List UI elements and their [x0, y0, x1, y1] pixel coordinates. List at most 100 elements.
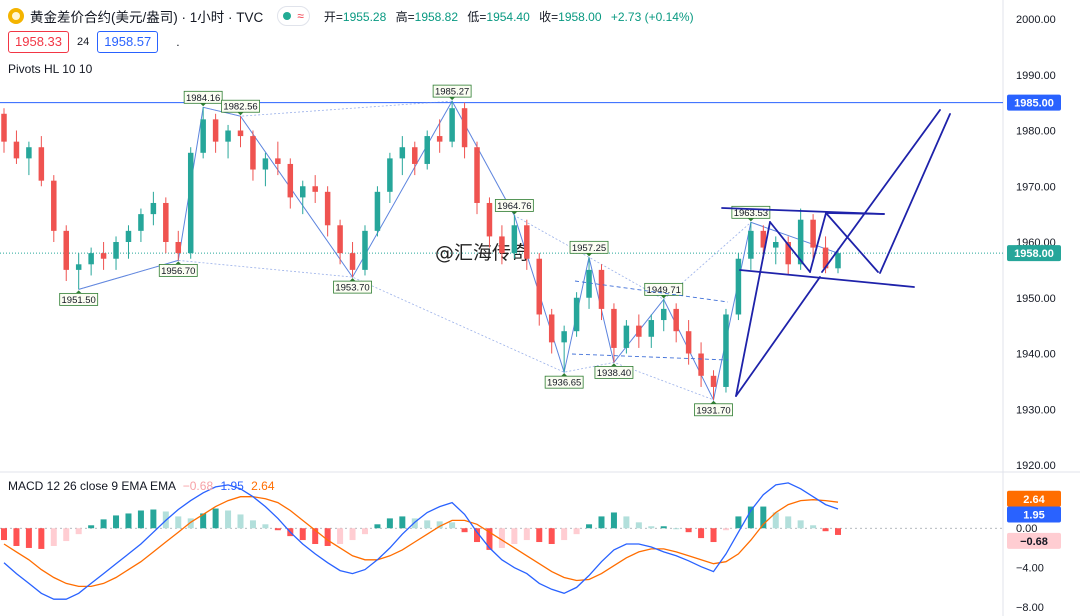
- macd-hist-bar: [835, 528, 841, 535]
- candle-body: [636, 325, 642, 337]
- macd-hist-bar: [610, 512, 617, 529]
- signal-value: 2.64: [251, 479, 275, 493]
- macd-hist-bar: [511, 528, 518, 545]
- macd-hist-bar: [685, 528, 692, 533]
- pivot-label-pointer: [237, 112, 244, 116]
- candle-body: [673, 308, 679, 332]
- macd-hist-bar: [648, 526, 655, 529]
- macd-tick-label: −8.00: [1016, 602, 1044, 614]
- price-tick-label: 1970.00: [1016, 181, 1056, 193]
- macd-hist-bar: [249, 520, 256, 529]
- close-value: 1958.00: [558, 9, 602, 24]
- price-tick-label: 1930.00: [1016, 404, 1056, 416]
- hist-badge-bg: [1007, 532, 1061, 549]
- macd-hist-bar: [63, 528, 70, 542]
- drawn-trend-line: [821, 109, 941, 273]
- chart-header: 黄金差价合约(美元/盎司) · 1小时 · TVC ≈ 开=1955.28 高=…: [8, 6, 700, 26]
- candle-body: [237, 130, 244, 137]
- macd-hist-bar: [523, 528, 530, 541]
- macd-hist-bar: [349, 528, 356, 541]
- pivot-label: 1953.70: [335, 283, 369, 294]
- candle-body: [324, 191, 331, 226]
- candle-body: [511, 225, 518, 254]
- macd-hist-bar: [274, 528, 281, 531]
- price-tick-label: 1920.00: [1016, 460, 1056, 472]
- open-value: 1955.28: [342, 9, 387, 24]
- candle-body: [698, 353, 704, 376]
- macd-hist-bar: [13, 528, 20, 546]
- watermark-text: @汇海传奇: [435, 242, 530, 264]
- candle-body: [449, 108, 455, 142]
- buy-price-button[interactable]: 1958.57: [97, 31, 159, 53]
- pivot-label: 1936.65: [547, 378, 581, 389]
- macd-hist-bar: [810, 525, 817, 529]
- macd-hist-bar: [237, 514, 244, 529]
- candle-body: [88, 253, 94, 265]
- macd-hist-bar: [50, 528, 57, 546]
- signal-badge: 2.64: [1023, 494, 1045, 506]
- macd-hist-bar: [548, 528, 555, 545]
- candle-body: [611, 308, 617, 348]
- low-value: 1954.40: [486, 9, 530, 24]
- candle-body: [412, 147, 418, 164]
- drawn-trend-line: [879, 113, 951, 274]
- macd-hist-bar: [760, 506, 767, 529]
- pivots-indicator-label[interactable]: Pivots HL 10 10: [8, 62, 93, 76]
- pivot-label-pointer: [586, 253, 593, 257]
- candle-body: [113, 242, 119, 259]
- pivot-label-pointer: [200, 103, 207, 107]
- macd-hist-bar: [324, 528, 331, 546]
- candle-body: [548, 314, 555, 343]
- sell-price-button[interactable]: 1958.33: [8, 31, 69, 53]
- price-tick-label: 2000.00: [1016, 14, 1056, 26]
- candle-body: [785, 242, 791, 265]
- macd-hist-bar: [747, 506, 754, 529]
- macd-hist-bar: [200, 513, 207, 529]
- candle-body: [536, 258, 543, 315]
- macd-hist-bar: [498, 528, 505, 548]
- macd-hist-bar: [474, 528, 481, 543]
- macd-line: [3, 482, 839, 600]
- macd-hist-bar: [598, 516, 605, 529]
- macd-signal-line: [3, 496, 839, 588]
- candle-body: [63, 230, 69, 270]
- symbol-title[interactable]: 黄金差价合约(美元/盎司) · 1小时 · TVC: [30, 10, 264, 25]
- macd-hist-bar: [262, 524, 269, 529]
- macd-indicator-legend[interactable]: MACD 12 26 close 9 EMA EMA −0.68 1.95 2.…: [8, 479, 275, 493]
- pivot-label-pointer: [710, 400, 717, 404]
- pivot-label: 1984.16: [186, 93, 220, 104]
- macd-label: MACD 12 26 close 9 EMA EMA: [8, 479, 176, 493]
- macd-hist-bar: [100, 519, 107, 529]
- pivot-label: 1949.71: [647, 285, 681, 296]
- price-tick-label: 1980.00: [1016, 126, 1056, 138]
- candle-body: [225, 130, 231, 142]
- macd-hist-bar: [436, 521, 443, 529]
- pivot-label-pointer: [610, 363, 617, 367]
- drawn-trend-line: [739, 269, 915, 288]
- pivot-label: 1957.25: [572, 243, 606, 254]
- level-price-badge-bg: [1007, 94, 1061, 111]
- price-tick-label: 1990.00: [1016, 70, 1056, 82]
- drawn-trend-line: [825, 212, 885, 215]
- candle-body: [424, 136, 430, 164]
- pivot-label-pointer: [561, 373, 568, 377]
- macd-hist-bar: [797, 520, 804, 529]
- macd-hist-bar: [710, 528, 717, 543]
- macd-hist-bar: [424, 520, 431, 529]
- dot-mark: .: [176, 35, 180, 49]
- candle-body: [760, 230, 767, 248]
- macd-hist-bar: [449, 522, 456, 529]
- candle-body: [75, 264, 82, 270]
- candle-body: [200, 119, 206, 153]
- candle-body: [287, 163, 294, 198]
- macd-hist-bar: [698, 528, 705, 539]
- candle-body: [710, 375, 717, 387]
- market-status-pill[interactable]: ≈: [277, 6, 310, 26]
- change-value: +2.73 (+0.14%): [610, 9, 694, 24]
- candle-body: [474, 147, 480, 203]
- candle-body: [735, 258, 742, 315]
- candle-body: [262, 158, 269, 170]
- candle-body: [561, 331, 567, 343]
- candle-body: [660, 308, 667, 321]
